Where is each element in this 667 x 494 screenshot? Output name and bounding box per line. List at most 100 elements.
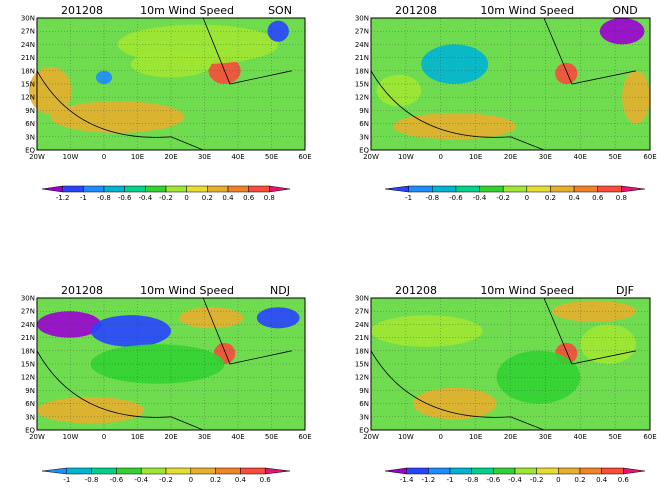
colorbar-box (103, 185, 125, 193)
colorbar-box (145, 185, 167, 193)
colorbar-box (215, 467, 241, 475)
colorbar-box (558, 467, 581, 475)
x-tick-label: 20E (504, 153, 517, 161)
colorbar-label: -0.8 (465, 476, 479, 484)
field-patch (393, 113, 517, 140)
colorbar-label: 0 (184, 194, 188, 202)
panel-date: 201208 (395, 284, 437, 297)
colorbar-box (248, 185, 270, 193)
y-tick-label: 24N (21, 321, 35, 329)
y-tick-label: 27N (355, 28, 369, 36)
map-frame (370, 297, 651, 431)
colorbar-box (536, 467, 559, 475)
y-tick-label: 30N (21, 15, 35, 23)
colorbar-box (264, 467, 291, 475)
y-tick-label: 21N (355, 54, 369, 62)
x-tick-label: 40E (574, 433, 587, 441)
panel-variable: 10m Wind Speed (480, 4, 574, 17)
field-patch (50, 101, 185, 133)
x-tick-label: 10W (63, 433, 79, 441)
x-tick-label: 40E (574, 153, 587, 161)
field-patch (555, 62, 578, 84)
colorbar-box (165, 185, 187, 193)
coastline (370, 17, 637, 151)
colorbar-label: -0.4 (508, 476, 522, 484)
colorbar-label: -1 (80, 194, 87, 202)
colorbar-box (455, 185, 480, 193)
colorbar-box (124, 185, 146, 193)
colorbar-box (432, 185, 457, 193)
colorbar-box (550, 185, 575, 193)
y-tick-label: 3N (359, 413, 369, 421)
colorbar-label: 0.8 (264, 194, 275, 202)
colorbar-label: -1 (447, 476, 454, 484)
colorbar-box (621, 185, 646, 193)
colorbar-label: 0.4 (569, 194, 581, 202)
colorbar-box (408, 185, 433, 193)
colorbar-label: 0 (525, 194, 529, 202)
y-tick-label: 30N (355, 295, 369, 303)
y-tick-label: 12N (21, 94, 35, 102)
y-tick-label: 30N (355, 15, 369, 23)
colorbar-box (384, 185, 409, 193)
colorbar-box (186, 185, 208, 193)
panel-season: OND (612, 4, 637, 17)
colorbar-label: -1.2 (421, 476, 435, 484)
y-tick-label: 6N (359, 120, 369, 128)
x-tick-label: 10E (131, 433, 144, 441)
field-patch (580, 324, 637, 365)
colorbar-label: 0.6 (618, 476, 630, 484)
y-tick-label: 21N (21, 334, 35, 342)
colorbar-label: -1.2 (56, 194, 70, 202)
x-tick-label: 0 (102, 433, 106, 441)
field-patch (421, 44, 489, 84)
x-tick-label: 50E (608, 433, 621, 441)
x-tick-label: 30E (198, 433, 211, 441)
y-tick-label: EQ (25, 147, 35, 155)
x-tick-label: 40E (231, 153, 244, 161)
x-tick-label: 0 (102, 153, 106, 161)
field-patch (267, 20, 289, 42)
panel-season: NDJ (270, 284, 290, 297)
colorbar-label: 0 (189, 476, 193, 484)
x-tick-label: 20W (29, 433, 45, 441)
colorbar-label: -0.2 (159, 476, 173, 484)
colorbar-label: 0.4 (222, 194, 234, 202)
colorbar-box (269, 185, 291, 193)
colorbar-box (471, 467, 494, 475)
colorbar-label: 0.2 (545, 194, 556, 202)
colorbar-box (207, 185, 229, 193)
y-tick-label: 3N (25, 133, 35, 141)
x-tick-label: 20W (363, 153, 379, 161)
x-tick-label: 20W (29, 153, 45, 161)
colorbar-label: -0.4 (138, 194, 152, 202)
field-patch (130, 50, 212, 78)
map-frame (370, 17, 651, 151)
colorbar-box (240, 467, 266, 475)
x-tick-label: 10W (398, 153, 414, 161)
y-tick-label: 12N (21, 374, 35, 382)
field-patch (496, 350, 581, 404)
colorbar-box (165, 467, 192, 475)
colorbar-box (526, 185, 551, 193)
y-tick-label: EQ (359, 147, 369, 155)
y-tick-label: 3N (25, 413, 35, 421)
map-frame (36, 17, 306, 151)
x-tick-label: 20W (363, 433, 379, 441)
field-patch (256, 307, 300, 329)
colorbar-box (428, 467, 451, 475)
y-tick-label: 3N (359, 133, 369, 141)
colorbar-box (514, 467, 537, 475)
colorbar-box (579, 467, 602, 475)
y-tick-label: 6N (25, 120, 35, 128)
map-frame (36, 297, 306, 431)
panel-date: 201208 (61, 4, 103, 17)
panel-date: 201208 (61, 284, 103, 297)
x-tick-label: 50E (608, 153, 621, 161)
colorbar-box (116, 467, 142, 475)
panel-variable: 10m Wind Speed (480, 284, 574, 297)
colorbar-box (227, 185, 249, 193)
y-tick-label: 6N (359, 400, 369, 408)
colorbar-label: -0.4 (473, 194, 487, 202)
y-tick-label: 27N (21, 308, 35, 316)
